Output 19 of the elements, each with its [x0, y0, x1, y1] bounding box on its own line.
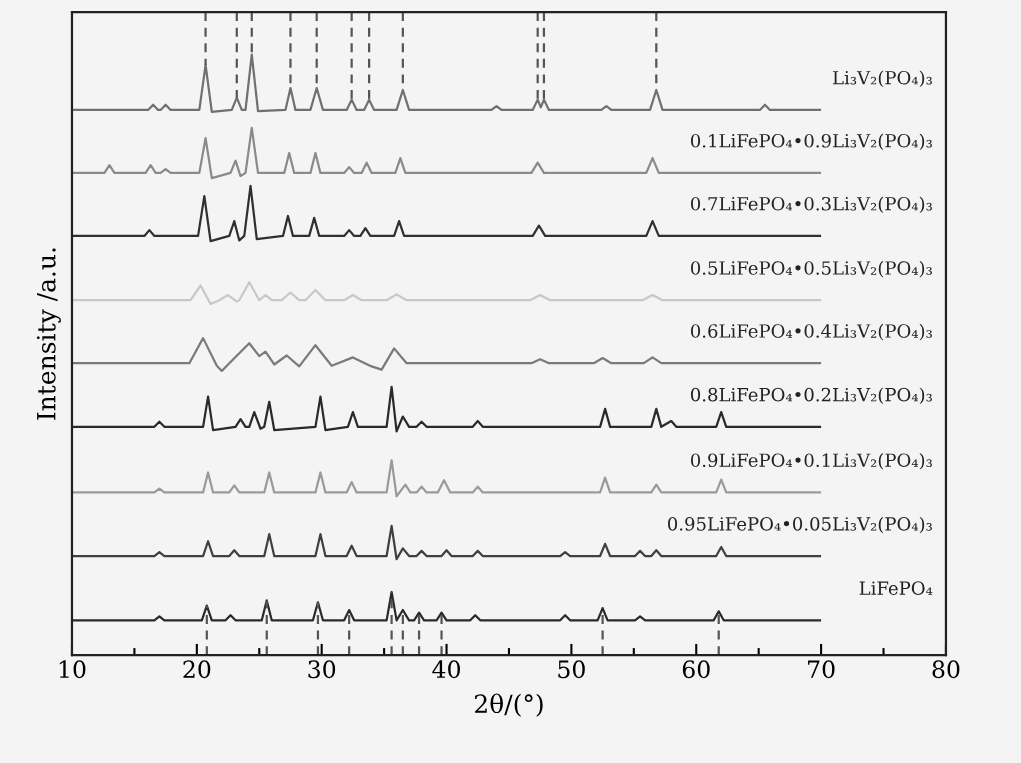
x-tick-label: 20 — [183, 660, 211, 679]
x-tick-label: 70 — [808, 660, 835, 679]
x-tick-label: 10 — [59, 660, 86, 679]
x-tick-label: 40 — [432, 660, 460, 679]
series-label: 0.8LiFePO₄•0.2Li₃V₂(PO₄)₃ — [690, 387, 932, 405]
x-axis-title: 2θ/(°) — [474, 693, 543, 717]
series-label: 0.7LiFePO₄•0.3Li₃V₂(PO₄)₃ — [690, 196, 932, 214]
series-label: 0.6LiFePO₄•0.4Li₃V₂(PO₄)₃ — [690, 323, 932, 341]
y-axis-title: Intensity /a.u. — [36, 248, 61, 420]
series-label: Li₃V₂(PO₄)₃ — [833, 70, 932, 88]
series-label: 0.5LiFePO₄•0.5Li₃V₂(PO₄)₃ — [690, 260, 932, 278]
x-tick-label: 60 — [682, 660, 710, 679]
series-label: 0.95LiFePO₄•0.05Li₃V₂(PO₄)₃ — [668, 516, 932, 534]
x-tick-label: 50 — [558, 660, 585, 679]
x-tick-label: 80 — [932, 660, 960, 679]
text: LiFePO₄ — [859, 581, 933, 595]
series-label: 0.1LiFePO₄•0.9Li₃V₂(PO₄)₃ — [690, 133, 932, 151]
series-label: 0.9LiFePO₄•0.1Li₃V₂(PO₄)₃ — [690, 453, 932, 470]
x-tick-label: 30 — [308, 660, 336, 679]
